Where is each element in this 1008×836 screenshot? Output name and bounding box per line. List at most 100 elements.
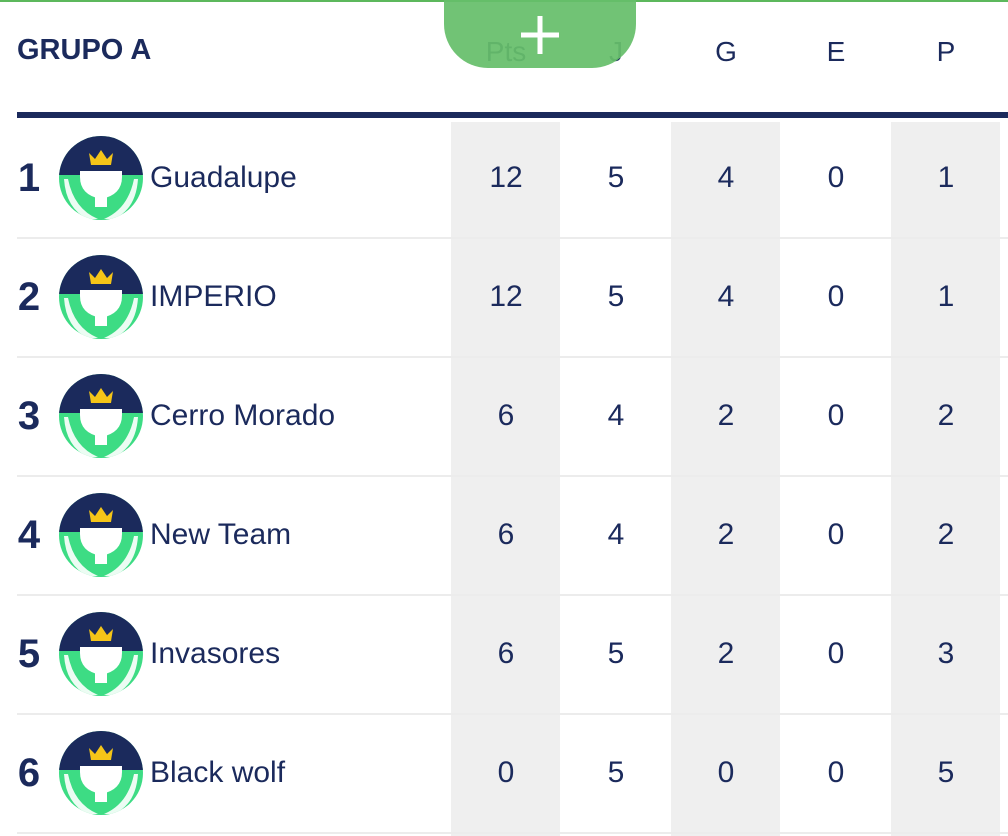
logo-part <box>59 493 143 577</box>
logo-part <box>59 136 143 220</box>
column-shade <box>451 122 560 836</box>
team-logo <box>58 373 144 459</box>
stat-cell: 2 <box>717 399 735 432</box>
stat-cell: 0 <box>827 161 845 194</box>
row-separator <box>17 832 1008 834</box>
stat-cell: 12 <box>489 161 523 194</box>
logo-part <box>59 255 143 339</box>
row-separator <box>17 594 1008 596</box>
team-logo <box>58 492 144 578</box>
stat-cell: 4 <box>717 280 735 313</box>
position: 6 <box>17 751 41 795</box>
team-logo <box>58 254 144 340</box>
stat-cell: 1 <box>937 161 955 194</box>
stat-cell: 5 <box>607 637 625 670</box>
stat-cell: 4 <box>717 161 735 194</box>
logo-part <box>64 417 138 457</box>
logo-part <box>59 374 143 458</box>
logo-part <box>95 435 107 445</box>
stat-cell: 0 <box>827 756 845 789</box>
stat-cell: 3 <box>937 637 955 670</box>
logo-part <box>80 409 122 437</box>
stat-cell: 4 <box>607 518 625 551</box>
logo-part <box>95 554 107 564</box>
logo-part <box>80 647 122 675</box>
logo-part <box>80 171 122 199</box>
stat-cell: 5 <box>607 161 625 194</box>
stat-cell: 0 <box>497 756 515 789</box>
row-separator <box>17 713 1008 715</box>
logo-part <box>80 290 122 318</box>
stat-cell: 5 <box>607 280 625 313</box>
stat-cell: 2 <box>717 518 735 551</box>
team-name: Invasores <box>150 637 281 670</box>
logo-part <box>89 745 113 760</box>
logo-part <box>64 536 138 576</box>
logo-part <box>80 766 122 794</box>
stat-cell: 2 <box>937 518 955 551</box>
stat-cell: 1 <box>937 280 955 313</box>
team-logo <box>58 135 144 221</box>
logo-part <box>95 197 107 207</box>
stat-cell: 0 <box>827 637 845 670</box>
stat-cell: 0 <box>827 399 845 432</box>
stat-cell: 5 <box>937 756 955 789</box>
team-name: Cerro Morado <box>150 399 336 432</box>
position: 1 <box>17 156 41 200</box>
team-logo <box>58 611 144 697</box>
stat-cell: 4 <box>607 399 625 432</box>
team-logo <box>58 730 144 816</box>
add-button[interactable] <box>444 0 636 68</box>
stat-cell: 6 <box>497 637 515 670</box>
title: GRUPO A <box>17 34 152 66</box>
team-name: New Team <box>150 518 292 551</box>
logo-part <box>59 612 143 696</box>
team-name: IMPERIO <box>150 280 277 313</box>
column-shade <box>671 122 780 836</box>
logo-part <box>59 493 143 577</box>
row-separator <box>17 237 1008 239</box>
stat-cell: 12 <box>489 280 523 313</box>
logo-part <box>59 374 143 458</box>
stat-cell: 2 <box>717 637 735 670</box>
logo-part <box>59 612 143 696</box>
row-separator <box>17 356 1008 358</box>
logo-part <box>89 388 113 403</box>
position: 2 <box>17 275 41 319</box>
position: 4 <box>17 513 41 557</box>
column-header: P <box>936 36 956 67</box>
stat-cell: 0 <box>827 518 845 551</box>
column-header: G <box>715 36 737 67</box>
stat-cell: 0 <box>827 280 845 313</box>
logo-part <box>95 316 107 326</box>
plus-icon <box>521 16 559 54</box>
stat-cell: 2 <box>937 399 955 432</box>
column-shade <box>891 122 1000 836</box>
logo-part <box>80 528 122 556</box>
stat-cell: 0 <box>717 756 735 789</box>
logo-part <box>64 655 138 695</box>
team-name: Black wolf <box>150 756 286 789</box>
logo-part <box>59 731 143 815</box>
logo-part <box>89 150 113 165</box>
header-rule <box>17 112 1008 118</box>
stat-cell: 5 <box>607 756 625 789</box>
logo-part <box>89 507 113 522</box>
stat-cell: 6 <box>497 518 515 551</box>
logo-part <box>95 673 107 683</box>
logo-part <box>64 774 138 814</box>
logo-part <box>64 179 138 219</box>
logo-part <box>64 298 138 338</box>
logo-part <box>89 626 113 641</box>
stat-cell: 6 <box>497 399 515 432</box>
logo-part <box>59 731 143 815</box>
logo-part <box>95 792 107 802</box>
logo-part <box>59 255 143 339</box>
position: 5 <box>17 632 41 676</box>
logo-part <box>89 269 113 284</box>
team-name: Guadalupe <box>150 161 297 194</box>
row-separator <box>17 475 1008 477</box>
position: 3 <box>17 394 41 438</box>
column-header: E <box>826 36 846 67</box>
